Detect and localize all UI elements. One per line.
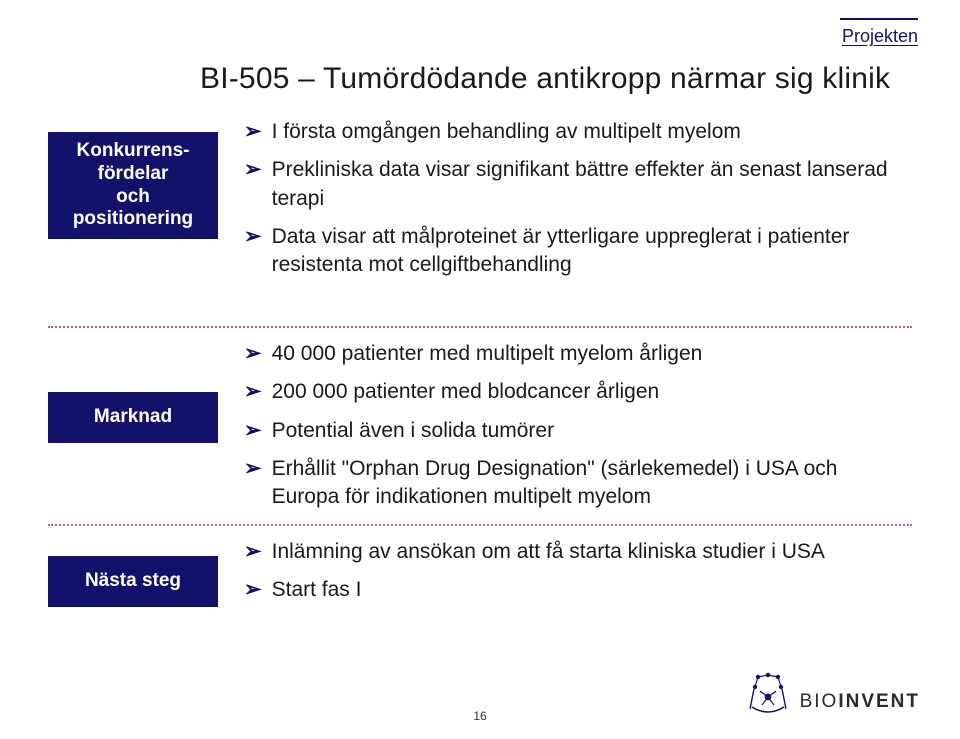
- chevron-right-icon: ➢: [244, 538, 262, 565]
- label-line: Konkurrens-: [52, 140, 214, 163]
- bullet-item: ➢ Potential även i solida tumörer: [244, 417, 902, 445]
- bullet-text: Start fas I: [272, 576, 362, 604]
- chevron-right-icon: ➢: [244, 340, 262, 367]
- logo-mark-icon: [748, 671, 796, 715]
- slide: Projekten BI-505 – Tumördödande antikrop…: [0, 0, 960, 739]
- bullet-item: ➢ Erhållit "Orphan Drug Designation" (sä…: [244, 455, 902, 512]
- bullet-item: ➢ I första omgången behandling av multip…: [244, 118, 902, 146]
- bullet-item: ➢ 200 000 patienter med blodcancer årlig…: [244, 378, 902, 406]
- section-content: ➢ I första omgången behandling av multip…: [218, 118, 912, 290]
- bullet-text: 40 000 patienter med multipelt myelom år…: [272, 340, 703, 368]
- chevron-right-icon: ➢: [244, 378, 262, 405]
- label-line: och: [52, 186, 214, 209]
- section-label: Marknad: [48, 392, 218, 443]
- bullet-item: ➢ Inlämning av ansökan om att få starta …: [244, 538, 902, 566]
- label-line: fördelar: [52, 163, 214, 186]
- dotted-separator: [48, 524, 912, 526]
- chevron-right-icon: ➢: [244, 156, 262, 183]
- bullet-item: ➢ 40 000 patienter med multipelt myelom …: [244, 340, 902, 368]
- section-link: Projekten: [840, 18, 918, 47]
- section-label-col: Konkurrens- fördelar och positionering: [48, 118, 218, 239]
- label-spacer: [48, 340, 218, 392]
- bullet-item: ➢ Start fas I: [244, 576, 902, 604]
- bullet-item: ➢ Prekliniska data visar signifikant bät…: [244, 156, 902, 213]
- label-line: Marknad: [52, 406, 214, 429]
- bullet-text: Erhållit "Orphan Drug Designation" (särl…: [272, 455, 902, 512]
- logo-text: BIOINVENT: [800, 691, 920, 715]
- section-label: Konkurrens- fördelar och positionering: [48, 132, 218, 239]
- page-title: BI-505 – Tumördödande antikropp närmar s…: [200, 62, 890, 96]
- bullet-text: Data visar att målproteinet är ytterliga…: [272, 223, 902, 280]
- label-spacer: [48, 118, 218, 132]
- section-marknad: Marknad ➢ 40 000 patienter med multipelt…: [48, 340, 912, 522]
- logo-text-bold: INVENT: [838, 691, 920, 712]
- section-nasta-steg: Nästa steg ➢ Inlämning av ansökan om att…: [48, 538, 912, 615]
- section-konkurrens: Konkurrens- fördelar och positionering ➢…: [48, 118, 912, 290]
- section-content: ➢ Inlämning av ansökan om att få starta …: [218, 538, 912, 615]
- label-line: Nästa steg: [52, 570, 214, 593]
- chevron-right-icon: ➢: [244, 455, 262, 482]
- bioinvent-logo: BIOINVENT: [748, 671, 920, 715]
- label-spacer: [48, 538, 218, 556]
- bullet-text: I första omgången behandling av multipel…: [272, 118, 741, 146]
- bullet-text: 200 000 patienter med blodcancer årligen: [272, 378, 660, 406]
- chevron-right-icon: ➢: [244, 118, 262, 145]
- bullet-text: Potential även i solida tumörer: [272, 417, 555, 445]
- bullet-text: Prekliniska data visar signifikant bättr…: [272, 156, 902, 213]
- section-label-col: Nästa steg: [48, 538, 218, 607]
- dotted-separator: [48, 326, 912, 328]
- chevron-right-icon: ➢: [244, 417, 262, 444]
- logo-text-thin: BIO: [800, 691, 839, 712]
- label-line: positionering: [52, 208, 214, 231]
- section-link-line: [840, 18, 918, 20]
- chevron-right-icon: ➢: [244, 576, 262, 603]
- bullet-text: Inlämning av ansökan om att få starta kl…: [272, 538, 825, 566]
- bullet-item: ➢ Data visar att målproteinet är ytterli…: [244, 223, 902, 280]
- section-content: ➢ 40 000 patienter med multipelt myelom …: [218, 340, 912, 522]
- section-label: Nästa steg: [48, 556, 218, 607]
- chevron-right-icon: ➢: [244, 223, 262, 250]
- section-label-col: Marknad: [48, 340, 218, 443]
- section-link-text: Projekten: [842, 26, 918, 46]
